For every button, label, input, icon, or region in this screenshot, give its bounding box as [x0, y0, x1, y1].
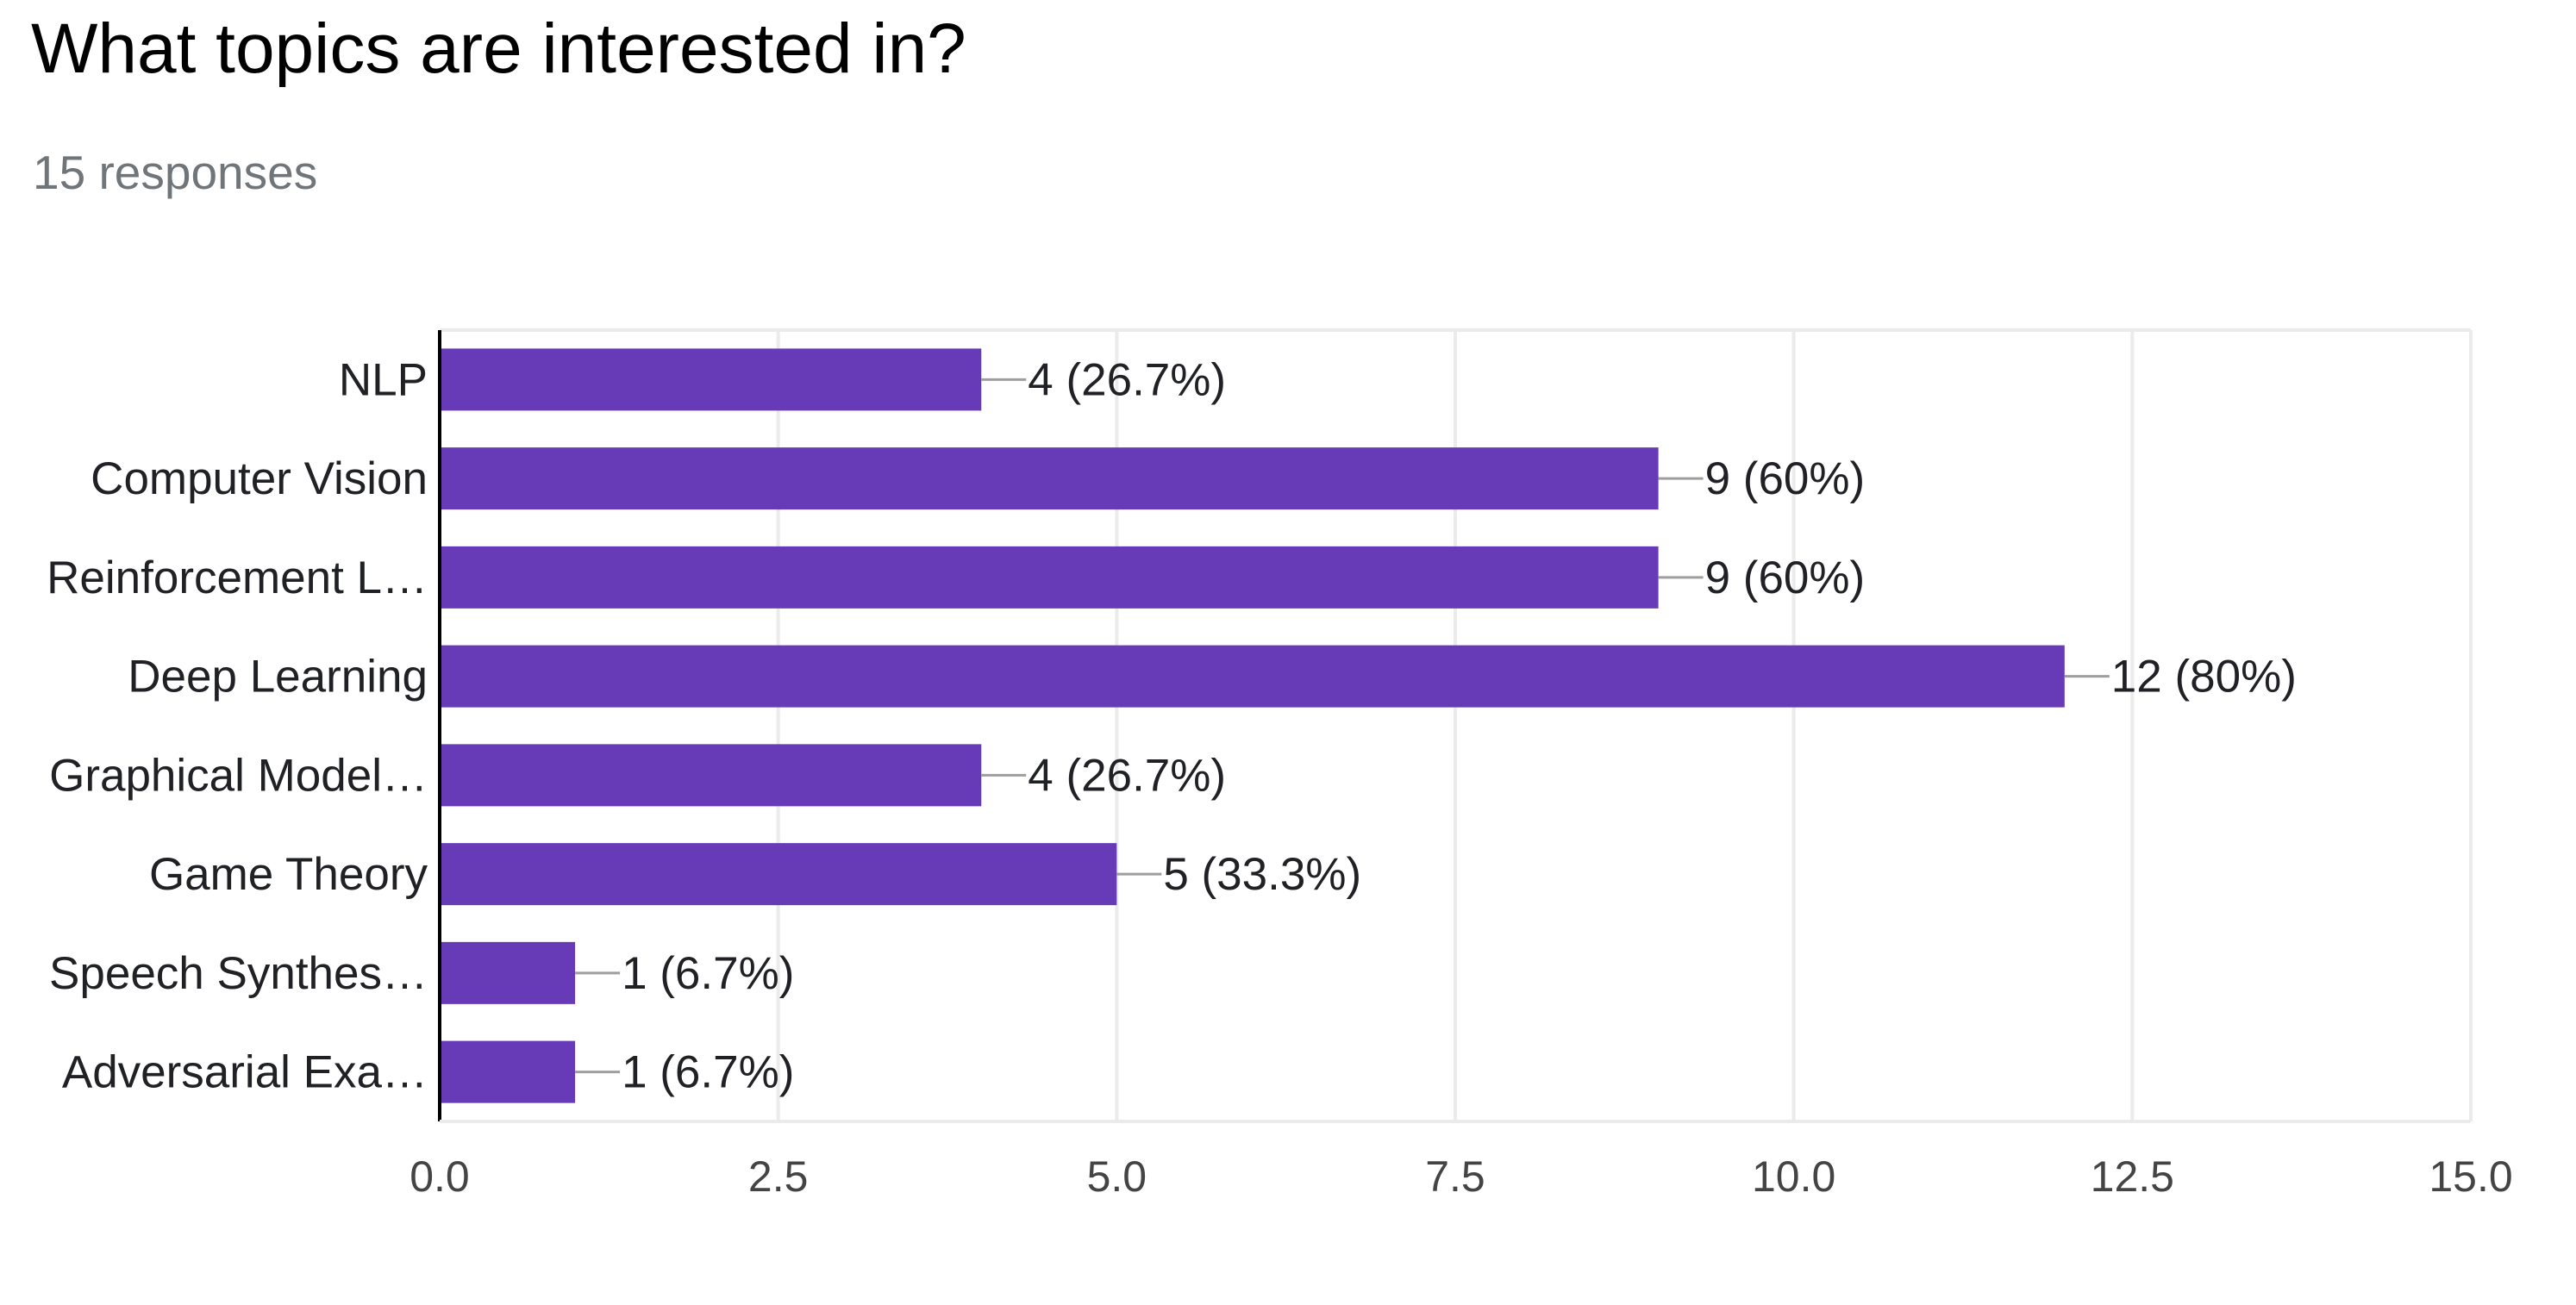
x-tick-label: 10.0: [1752, 1152, 1835, 1201]
category-label: NLP: [339, 354, 428, 405]
bar: [440, 447, 1659, 510]
data-label: 9 (60%): [1705, 453, 1866, 504]
category-label: Deep Learning: [128, 652, 428, 702]
bar: [440, 348, 982, 411]
bar: [440, 744, 982, 807]
data-labels: 4 (26.7%) 9 (60%) 9 (60%) 12 (80%) 4 (26.7%)…: [622, 354, 2297, 1097]
bar: [440, 546, 1659, 609]
x-tick-label: 2.5: [748, 1152, 809, 1201]
bar: [440, 941, 576, 1004]
data-label: 5 (33.3%): [1163, 849, 1361, 900]
data-label: 9 (60%): [1705, 553, 1866, 603]
question-title: What topics are interested in?: [31, 9, 966, 88]
data-label: 1 (6.7%): [622, 948, 794, 999]
bar: [440, 645, 2065, 708]
category-label: Speech Synthes…: [49, 948, 428, 999]
x-tick-label: 15.0: [2429, 1152, 2512, 1201]
category-labels: NLP Computer Vision Reinforcement L… Deep L…: [47, 354, 428, 1097]
bars: [440, 348, 2065, 1103]
x-tick-label: 12.5: [2091, 1152, 2174, 1201]
data-label-leaders: [575, 378, 2110, 1074]
data-label: 4 (26.7%): [1028, 354, 1226, 405]
data-label: 12 (80%): [2111, 652, 2297, 702]
x-tick-label: 5.0: [1087, 1152, 1147, 1201]
bar: [440, 843, 1117, 906]
x-tick-label: 0.0: [410, 1152, 470, 1201]
bar: [440, 1040, 576, 1103]
data-label: 1 (6.7%): [622, 1047, 794, 1098]
category-label: Reinforcement L…: [47, 553, 428, 603]
category-label: Graphical Model…: [49, 750, 428, 801]
x-tick-label: 7.5: [1425, 1152, 1485, 1201]
category-label: Game Theory: [149, 849, 428, 900]
data-label: 4 (26.7%): [1028, 750, 1226, 801]
axes: [438, 330, 2471, 1123]
response-count: 15 responses: [33, 146, 318, 199]
x-tick-labels: 0.0 2.5 5.0 7.5 10.0 12.5 15.0: [410, 1152, 2512, 1201]
category-label: Computer Vision: [91, 453, 428, 504]
category-label: Adversarial Exa…: [62, 1047, 428, 1098]
